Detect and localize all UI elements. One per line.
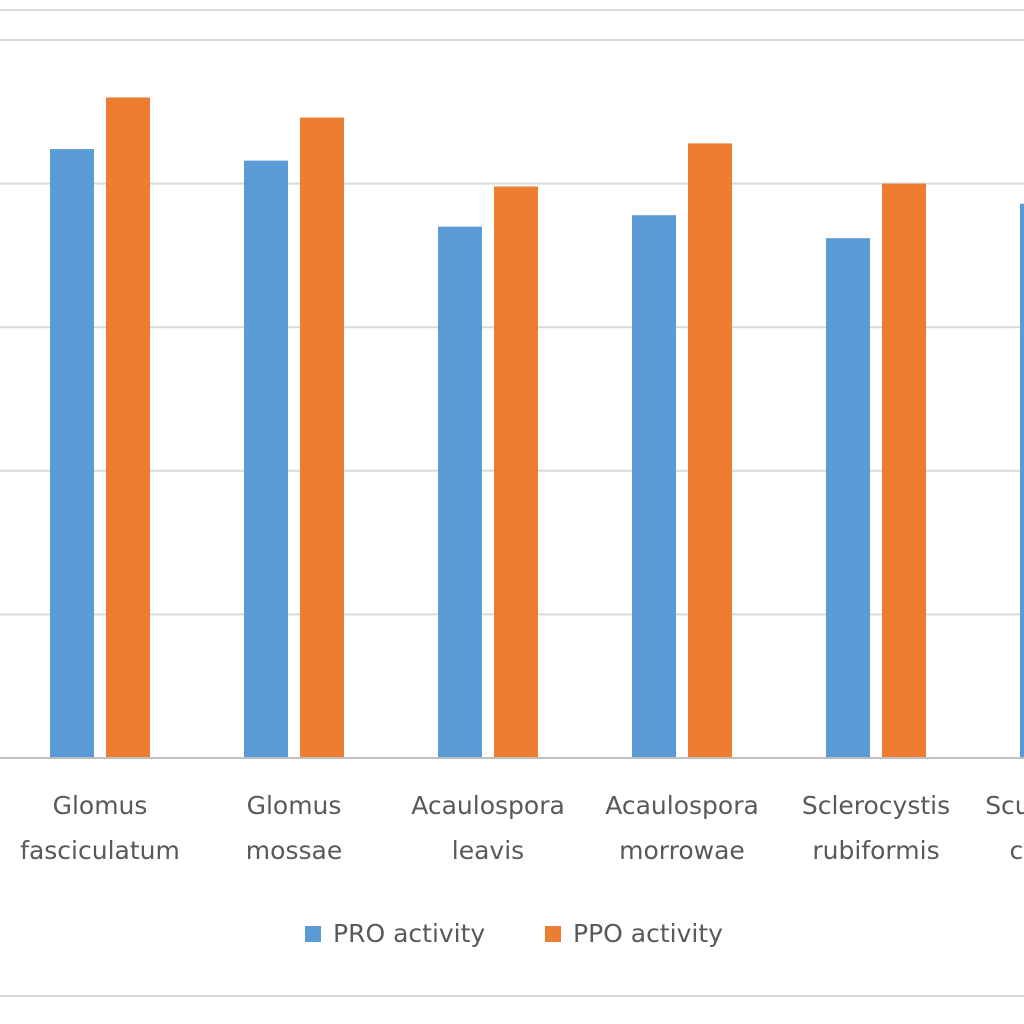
category-label: leavis	[452, 836, 524, 865]
category-label: morrowae	[619, 836, 745, 865]
bar-pro	[438, 226, 482, 758]
bar-pro	[244, 160, 288, 758]
category-label: Glomus	[53, 791, 148, 820]
category-label: Glomus	[247, 791, 342, 820]
legend-label: PRO activity	[333, 919, 485, 948]
category-label: calospora	[1009, 836, 1024, 865]
category-label: Acaulospora	[605, 791, 759, 820]
category-label: Scutellospora	[985, 791, 1024, 820]
bar-pro	[826, 238, 870, 759]
category-label: Sclerocystis	[802, 791, 950, 820]
bar-pro	[632, 215, 676, 758]
legend: PRO activity PPO activity	[305, 919, 723, 948]
bar-ppo	[106, 97, 150, 758]
bars	[50, 97, 1024, 759]
legend-swatch	[305, 926, 321, 942]
bar-ppo	[300, 117, 344, 758]
category-label: mossae	[246, 836, 342, 865]
bar-pro	[1020, 203, 1024, 759]
bar-ppo	[688, 143, 732, 759]
category-label: rubiformis	[812, 836, 939, 865]
legend-label: PPO activity	[573, 919, 723, 948]
category-label: fasciculatum	[20, 836, 180, 865]
bar-ppo	[494, 186, 538, 759]
category-labels: Glomus fasciculatum Glomus mossae Acaulospor…	[20, 791, 1024, 865]
legend-swatch	[545, 926, 561, 942]
category-label: Acaulospora	[411, 791, 565, 820]
bar-ppo	[882, 183, 926, 759]
bar-pro	[50, 149, 94, 759]
